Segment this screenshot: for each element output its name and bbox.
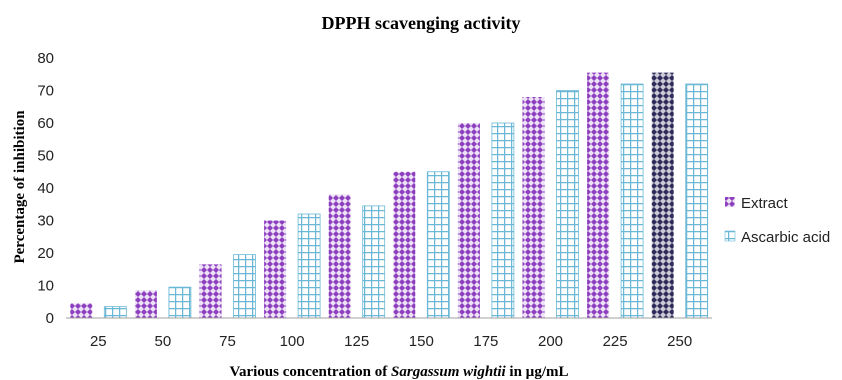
x-tick-label: 200 xyxy=(538,333,563,350)
bars xyxy=(70,72,709,319)
bar-ascorbic-acid-200 xyxy=(556,90,579,319)
bar-extract-250 xyxy=(651,72,674,318)
bar-ascorbic-acid-175 xyxy=(491,122,515,319)
bar-ascorbic-acid-250 xyxy=(685,83,709,319)
x-axis-label-prefix: Various concentration of xyxy=(230,364,392,380)
x-tick-label: 150 xyxy=(409,333,434,350)
legend-label-extract: Extract xyxy=(741,195,789,212)
x-tick-label: 250 xyxy=(667,333,692,350)
bar-extract-25 xyxy=(70,303,93,318)
bar-ascorbic-acid-25 xyxy=(103,306,127,319)
bar-ascorbic-acid-225 xyxy=(620,83,644,319)
bar-ascorbic-acid-125 xyxy=(362,205,386,319)
legend-label-ascorbic: Ascarbic acid xyxy=(741,229,830,246)
legend: Extract Ascarbic acid xyxy=(724,195,830,246)
y-tick-label: 20 xyxy=(37,245,54,262)
x-tick-label: 75 xyxy=(219,333,236,350)
bar-ascorbic-acid-50 xyxy=(168,286,192,319)
y-tick-label: 50 xyxy=(37,148,54,165)
bar-extract-200 xyxy=(522,97,545,318)
y-tick-label: 40 xyxy=(37,180,54,197)
y-tick-label: 60 xyxy=(37,115,54,132)
bar-extract-125 xyxy=(328,194,351,318)
x-tick-label: 175 xyxy=(473,333,498,350)
x-tick-label: 125 xyxy=(344,333,369,350)
y-tick-label: 70 xyxy=(37,83,54,100)
x-axis-label-suffix: in µg/mL xyxy=(506,364,569,380)
y-tick-label: 30 xyxy=(37,213,54,230)
y-tick-label: 10 xyxy=(37,278,54,295)
bar-extract-150 xyxy=(393,171,416,318)
y-tick-label: 0 xyxy=(46,310,54,327)
y-tick-label: 80 xyxy=(37,50,54,67)
bar-extract-100 xyxy=(264,220,287,318)
bar-ascorbic-acid-75 xyxy=(233,254,256,319)
chart-title: DPPH scavenging activity xyxy=(322,13,521,33)
y-axis-ticks: 0 10 20 30 40 50 60 70 80 xyxy=(37,50,54,327)
bar-extract-75 xyxy=(199,264,222,318)
bar-ascorbic-acid-100 xyxy=(297,213,321,319)
bar-extract-175 xyxy=(457,123,480,318)
x-tick-label: 25 xyxy=(90,333,107,350)
bar-ascorbic-acid-150 xyxy=(426,171,450,319)
x-axis-label-species: Sargassum wightii xyxy=(391,364,506,380)
x-tick-label: 50 xyxy=(155,333,172,350)
x-tick-label: 225 xyxy=(603,333,628,350)
bar-extract-50 xyxy=(134,290,157,318)
x-axis-ticks: 25 50 75 100 125 150 175 200 225 250 xyxy=(90,333,692,350)
bar-extract-225 xyxy=(587,72,610,318)
legend-swatch-ascorbic xyxy=(724,230,736,242)
legend-swatch-extract xyxy=(725,197,735,207)
x-axis-label: Various concentration of Sargassum wight… xyxy=(230,364,569,380)
y-axis-label: Percentage of inhibition xyxy=(12,110,28,264)
x-tick-label: 100 xyxy=(280,333,305,350)
